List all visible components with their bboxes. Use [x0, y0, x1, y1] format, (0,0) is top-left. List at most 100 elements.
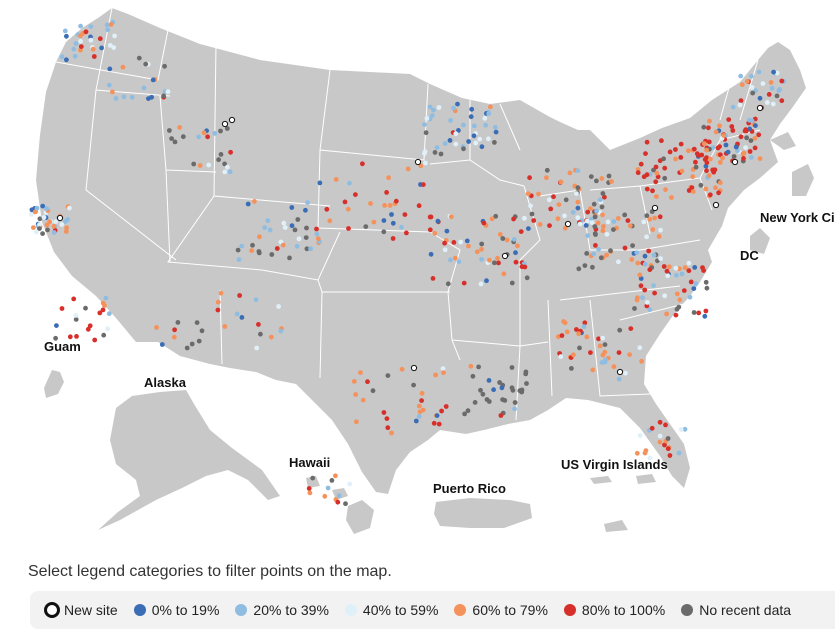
- site-point[interactable]: [677, 266, 682, 272]
- site-point[interactable]: [447, 138, 453, 143]
- site-point[interactable]: [737, 102, 743, 108]
- site-point[interactable]: [704, 285, 710, 291]
- site-point[interactable]: [441, 370, 446, 376]
- site-point[interactable]: [721, 133, 727, 138]
- site-point[interactable]: [432, 150, 438, 155]
- site-point[interactable]: [399, 366, 405, 372]
- site-point[interactable]: [304, 246, 310, 252]
- site-point[interactable]: [294, 243, 300, 249]
- site-point[interactable]: [584, 334, 590, 340]
- site-point[interactable]: [428, 214, 434, 220]
- site-point[interactable]: [571, 352, 576, 358]
- site-point[interactable]: [750, 90, 756, 96]
- site-point[interactable]: [104, 22, 110, 28]
- site-point[interactable]: [165, 89, 171, 95]
- site-point[interactable]: [663, 187, 668, 193]
- site-point[interactable]: [548, 206, 554, 212]
- site-point[interactable]: [638, 276, 644, 281]
- site-point[interactable]: [611, 219, 617, 224]
- site-point[interactable]: [556, 202, 562, 208]
- site-point[interactable]: [177, 125, 183, 130]
- site-point[interactable]: [402, 212, 408, 218]
- site-point[interactable]: [427, 227, 433, 233]
- site-point[interactable]: [442, 247, 448, 253]
- site-point[interactable]: [113, 96, 119, 101]
- site-point[interactable]: [731, 154, 737, 159]
- site-point[interactable]: [644, 234, 649, 240]
- site-point[interactable]: [71, 46, 77, 52]
- site-point[interactable]: [498, 413, 504, 418]
- site-point[interactable]: [448, 257, 453, 263]
- site-point[interactable]: [216, 157, 222, 163]
- site-point[interactable]: [582, 263, 588, 268]
- site-point[interactable]: [635, 260, 641, 266]
- site-point[interactable]: [439, 408, 444, 414]
- site-point[interactable]: [647, 455, 653, 461]
- new-site-point[interactable]: [414, 158, 422, 166]
- site-point[interactable]: [603, 357, 608, 363]
- site-point[interactable]: [88, 24, 94, 29]
- site-point[interactable]: [662, 175, 668, 181]
- site-point[interactable]: [642, 261, 648, 267]
- site-point[interactable]: [585, 209, 591, 215]
- site-point[interactable]: [720, 155, 725, 161]
- site-point[interactable]: [653, 164, 659, 170]
- site-point[interactable]: [196, 338, 202, 344]
- site-point[interactable]: [384, 416, 390, 421]
- site-point[interactable]: [108, 22, 114, 27]
- site-point[interactable]: [482, 115, 488, 121]
- site-point[interactable]: [529, 211, 535, 217]
- site-point[interactable]: [51, 223, 57, 229]
- new-site-point[interactable]: [756, 104, 764, 112]
- site-point[interactable]: [292, 227, 298, 233]
- site-point[interactable]: [652, 215, 657, 221]
- site-point[interactable]: [622, 212, 628, 218]
- legend-item-80-100[interactable]: 80% to 100%: [563, 602, 665, 618]
- site-point[interactable]: [563, 197, 569, 203]
- site-point[interactable]: [169, 136, 175, 142]
- site-point[interactable]: [665, 446, 671, 452]
- site-point[interactable]: [303, 235, 309, 241]
- new-site-point[interactable]: [651, 204, 659, 212]
- site-point[interactable]: [752, 145, 758, 151]
- site-point[interactable]: [690, 174, 696, 180]
- site-point[interactable]: [615, 216, 621, 221]
- site-point[interactable]: [609, 179, 614, 184]
- site-point[interactable]: [469, 106, 475, 112]
- site-point[interactable]: [87, 323, 93, 329]
- site-point[interactable]: [107, 43, 113, 48]
- site-point[interactable]: [593, 232, 598, 238]
- site-point[interactable]: [688, 279, 694, 285]
- legend-item-new-site[interactable]: New site: [44, 602, 118, 618]
- site-point[interactable]: [656, 234, 662, 239]
- site-point[interactable]: [295, 217, 301, 222]
- site-point[interactable]: [644, 303, 650, 309]
- site-point[interactable]: [646, 248, 652, 254]
- site-point[interactable]: [258, 331, 263, 337]
- site-point[interactable]: [702, 157, 708, 162]
- site-point[interactable]: [664, 311, 669, 317]
- site-point[interactable]: [677, 297, 683, 303]
- site-point[interactable]: [34, 205, 40, 211]
- site-point[interactable]: [749, 85, 755, 90]
- site-point[interactable]: [329, 478, 335, 483]
- site-point[interactable]: [651, 252, 657, 258]
- site-point[interactable]: [278, 328, 284, 334]
- site-point[interactable]: [674, 291, 680, 297]
- site-point[interactable]: [769, 85, 775, 91]
- site-point[interactable]: [486, 378, 492, 383]
- site-point[interactable]: [224, 126, 230, 131]
- site-point[interactable]: [194, 320, 200, 325]
- site-point[interactable]: [274, 246, 280, 251]
- site-point[interactable]: [642, 253, 648, 259]
- site-point[interactable]: [71, 296, 77, 302]
- site-point[interactable]: [771, 69, 776, 75]
- site-point[interactable]: [384, 190, 389, 195]
- site-point[interactable]: [393, 198, 399, 204]
- site-point[interactable]: [493, 213, 499, 219]
- site-point[interactable]: [161, 93, 167, 99]
- site-point[interactable]: [738, 73, 744, 79]
- site-point[interactable]: [574, 191, 579, 197]
- site-point[interactable]: [690, 189, 696, 195]
- legend-item-60-79[interactable]: 60% to 79%: [454, 602, 548, 618]
